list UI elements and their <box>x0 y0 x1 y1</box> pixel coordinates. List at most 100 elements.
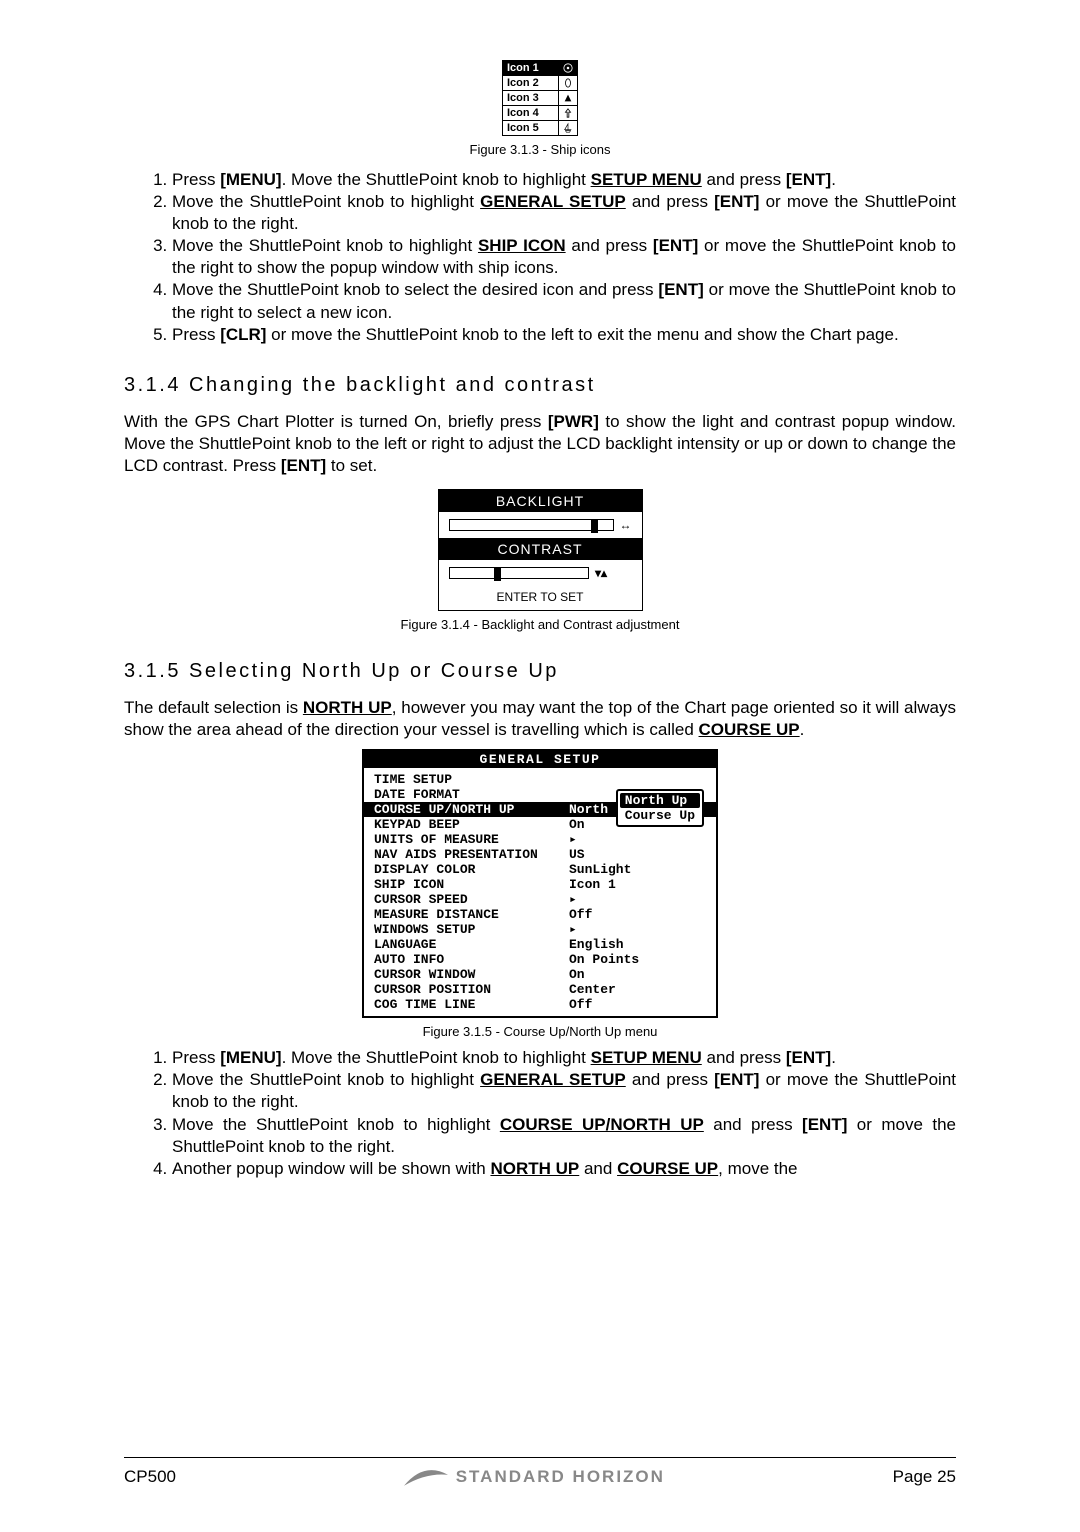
gs-label: NAV AIDS PRESENTATION <box>374 847 569 862</box>
gs-popup-course-up[interactable]: Course Up <box>620 808 700 823</box>
gs-label: AUTO INFO <box>374 952 569 967</box>
option-course-up: COURSE UP <box>617 1159 718 1178</box>
text: and <box>579 1159 617 1178</box>
circled-dot-icon <box>559 61 577 75</box>
gs-row-time-setup[interactable]: TIME SETUP <box>364 772 716 787</box>
gs-label: CURSOR POSITION <box>374 982 569 997</box>
gs-row-display-color[interactable]: DISPLAY COLORSunLight <box>364 862 716 877</box>
backlight-slider-row: ↔ <box>439 512 642 538</box>
backlight-box: BACKLIGHT ↔ CONTRAST ▾▴ ENTER TO SET <box>438 489 643 611</box>
key-ent: [ENT] <box>714 1070 759 1089</box>
backlight-caption: Figure 3.1.4 - Backlight and Contrast ad… <box>124 617 956 632</box>
key-clr: [CLR] <box>220 325 266 344</box>
gs-label: CURSOR WINDOW <box>374 967 569 982</box>
ship-icon-label: Icon 2 <box>503 76 559 90</box>
gs-row-language[interactable]: LANGUAGEEnglish <box>364 937 716 952</box>
footer-page-number: Page 25 <box>893 1467 956 1487</box>
gs-label: DATE FORMAT <box>374 787 569 802</box>
menu-course-up-north-up: COURSE UP/NORTH UP <box>500 1115 704 1134</box>
text: . Move the ShuttlePoint knob to highligh… <box>282 1048 591 1067</box>
text: , move the <box>718 1159 797 1178</box>
list-item: Move the ShuttlePoint knob to select the… <box>172 279 956 323</box>
text: Move the ShuttlePoint knob to highlight <box>172 192 480 211</box>
gs-row-measure-distance[interactable]: MEASURE DISTANCEOff <box>364 907 716 922</box>
gs-row-nav-aids[interactable]: NAV AIDS PRESENTATIONUS <box>364 847 716 862</box>
text: Move the ShuttlePoint knob to highlight <box>172 1070 480 1089</box>
text: . <box>831 1048 836 1067</box>
gs-value: SunLight <box>569 862 706 877</box>
gs-label: UNITS OF MEASURE <box>374 832 569 847</box>
key-pwr: [PWR] <box>548 412 599 431</box>
footer-model: CP500 <box>124 1467 176 1487</box>
text: . Move the ShuttlePoint knob to highligh… <box>282 170 591 189</box>
gs-label: TIME SETUP <box>374 772 569 787</box>
text: and press <box>704 1115 802 1134</box>
text: With the GPS Chart Plotter is turned On,… <box>124 412 548 431</box>
list-item: Press [CLR] or move the ShuttlePoint kno… <box>172 324 956 346</box>
contrast-slider[interactable] <box>449 567 590 579</box>
gs-row-windows-setup[interactable]: WINDOWS SETUP▸ <box>364 922 716 937</box>
backlight-figure: BACKLIGHT ↔ CONTRAST ▾▴ ENTER TO SET Fig… <box>124 489 956 632</box>
backlight-slider-handle[interactable] <box>591 519 598 533</box>
triangle-up-solid-icon <box>559 91 577 105</box>
general-setup-box: GENERAL SETUP TIME SETUP DATE FORMAT COU… <box>362 749 718 1018</box>
option-course-up: COURSE UP <box>699 720 800 739</box>
list-item: Move the ShuttlePoint knob to highlight … <box>172 235 956 279</box>
brand-swoosh-icon <box>404 1466 448 1488</box>
ship-icons-table: Icon 1 Icon 2 Icon 3 Icon 4 Icon 5 <box>502 60 578 136</box>
gs-label: KEYPAD BEEP <box>374 817 569 832</box>
text: The default selection is <box>124 698 303 717</box>
ship-icon-label: Icon 3 <box>503 91 559 105</box>
gs-label: WINDOWS SETUP <box>374 922 569 937</box>
general-setup-figure: GENERAL SETUP TIME SETUP DATE FORMAT COU… <box>124 749 956 1039</box>
list-item: Move the ShuttlePoint knob to highlight … <box>172 1069 956 1113</box>
text: Move the ShuttlePoint knob to highlight <box>172 236 478 255</box>
gs-row-ship-icon[interactable]: SHIP ICONIcon 1 <box>364 877 716 892</box>
contrast-header: CONTRAST <box>439 538 642 560</box>
procedure-list-1: Press [MENU]. Move the ShuttlePoint knob… <box>124 169 956 346</box>
list-item: Press [MENU]. Move the ShuttlePoint knob… <box>172 1047 956 1069</box>
gs-popup-north-up[interactable]: North Up <box>620 793 700 808</box>
contrast-slider-row: ▾▴ <box>439 560 642 586</box>
gs-label: MEASURE DISTANCE <box>374 907 569 922</box>
text: Press <box>172 1048 220 1067</box>
text: . <box>800 720 805 739</box>
gs-label: DISPLAY COLOR <box>374 862 569 877</box>
ship-icon-row-1: Icon 1 <box>503 61 577 76</box>
ship-icons-caption: Figure 3.1.3 - Ship icons <box>124 142 956 157</box>
contrast-slider-handle[interactable] <box>494 567 501 581</box>
key-ent: [ENT] <box>714 192 759 211</box>
gs-value: Off <box>569 997 706 1012</box>
key-ent: [ENT] <box>658 280 703 299</box>
ship-icon-row-3: Icon 3 <box>503 91 577 106</box>
ship-icon-row-4: Icon 4 <box>503 106 577 121</box>
ship-icon-row-5: Icon 5 <box>503 121 577 135</box>
gs-row-cog-time-line[interactable]: COG TIME LINEOff <box>364 997 716 1012</box>
ship-icon-label: Icon 4 <box>503 106 559 120</box>
gs-row-cursor-window[interactable]: CURSOR WINDOWOn <box>364 967 716 982</box>
ud-arrows-icon: ▾▴ <box>595 566 607 580</box>
key-ent: [ENT] <box>281 456 326 475</box>
key-ent: [ENT] <box>786 170 831 189</box>
list-item: Press [MENU]. Move the ShuttlePoint knob… <box>172 169 956 191</box>
menu-setup-menu: SETUP MENU <box>591 170 702 189</box>
list-item: Move the ShuttlePoint knob to highlight … <box>172 1114 956 1158</box>
key-ent: [ENT] <box>802 1115 847 1134</box>
footer-logo: STANDARD HORIZON <box>404 1466 665 1488</box>
gs-value: Center <box>569 982 706 997</box>
backlight-slider[interactable] <box>449 519 614 531</box>
text: and press <box>702 1048 786 1067</box>
gs-row-cursor-speed[interactable]: CURSOR SPEED▸ <box>364 892 716 907</box>
ship-icon-row-2: Icon 2 <box>503 76 577 91</box>
menu-setup-menu: SETUP MENU <box>591 1048 702 1067</box>
gs-row-cursor-position[interactable]: CURSOR POSITIONCenter <box>364 982 716 997</box>
text: and press <box>626 192 714 211</box>
arrow-up-icon <box>559 106 577 120</box>
gs-row-auto-info[interactable]: AUTO INFOOn Points <box>364 952 716 967</box>
ship-icon-label: Icon 1 <box>503 61 559 75</box>
key-menu: [MENU] <box>220 170 281 189</box>
ship-icons-figure: Icon 1 Icon 2 Icon 3 Icon 4 Icon 5 <box>124 60 956 157</box>
text: Another popup window will be shown with <box>172 1159 490 1178</box>
gs-row-units[interactable]: UNITS OF MEASURE▸ <box>364 832 716 847</box>
general-setup-title: GENERAL SETUP <box>364 751 716 768</box>
